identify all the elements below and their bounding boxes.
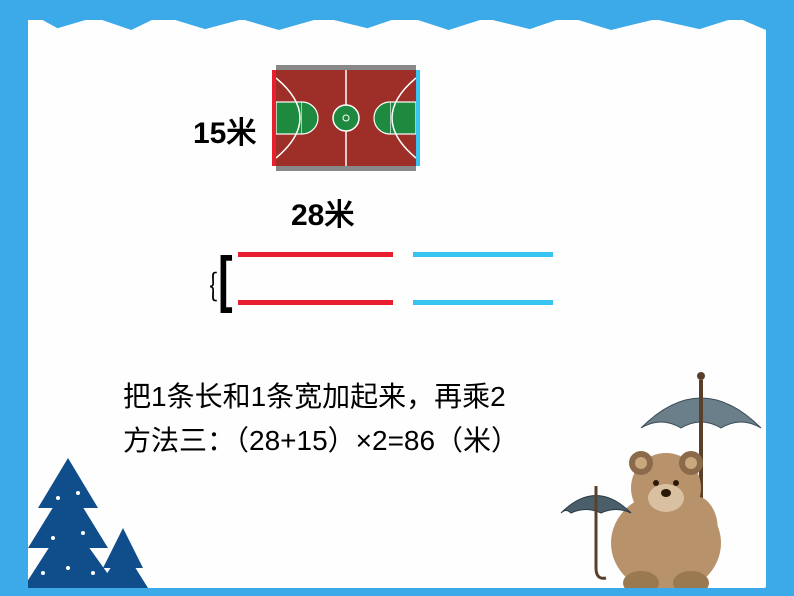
- perimeter-bars: ︷ [: [193, 250, 553, 320]
- bear-umbrella-icon: [506, 358, 766, 588]
- small-brace-icon: ︷: [186, 271, 223, 302]
- pine-tree-icon: [28, 438, 148, 588]
- width-label: 28米: [291, 190, 354, 234]
- height-label: 15米: [193, 108, 256, 152]
- length-bar-2: [238, 300, 393, 305]
- width-bar-1: [413, 252, 553, 257]
- court-left-edge: [272, 70, 276, 166]
- basketball-court: [276, 70, 416, 166]
- court-svg: [276, 70, 416, 166]
- court-bottom-edge: [276, 166, 416, 171]
- court-top-edge: [276, 65, 416, 70]
- big-bracket-icon: [: [218, 250, 232, 310]
- court-right-edge: [416, 70, 420, 166]
- width-bar-2: [413, 300, 553, 305]
- explain-line-1: 把1条长和1条宽加起来，再乘2: [123, 375, 519, 419]
- explanation-text: 把1条长和1条宽加起来，再乘2 方法三：（28+15）×2=86（米）: [123, 375, 519, 463]
- length-bar-1: [238, 252, 393, 257]
- explain-line-2: 方法三：（28+15）×2=86（米）: [123, 419, 519, 463]
